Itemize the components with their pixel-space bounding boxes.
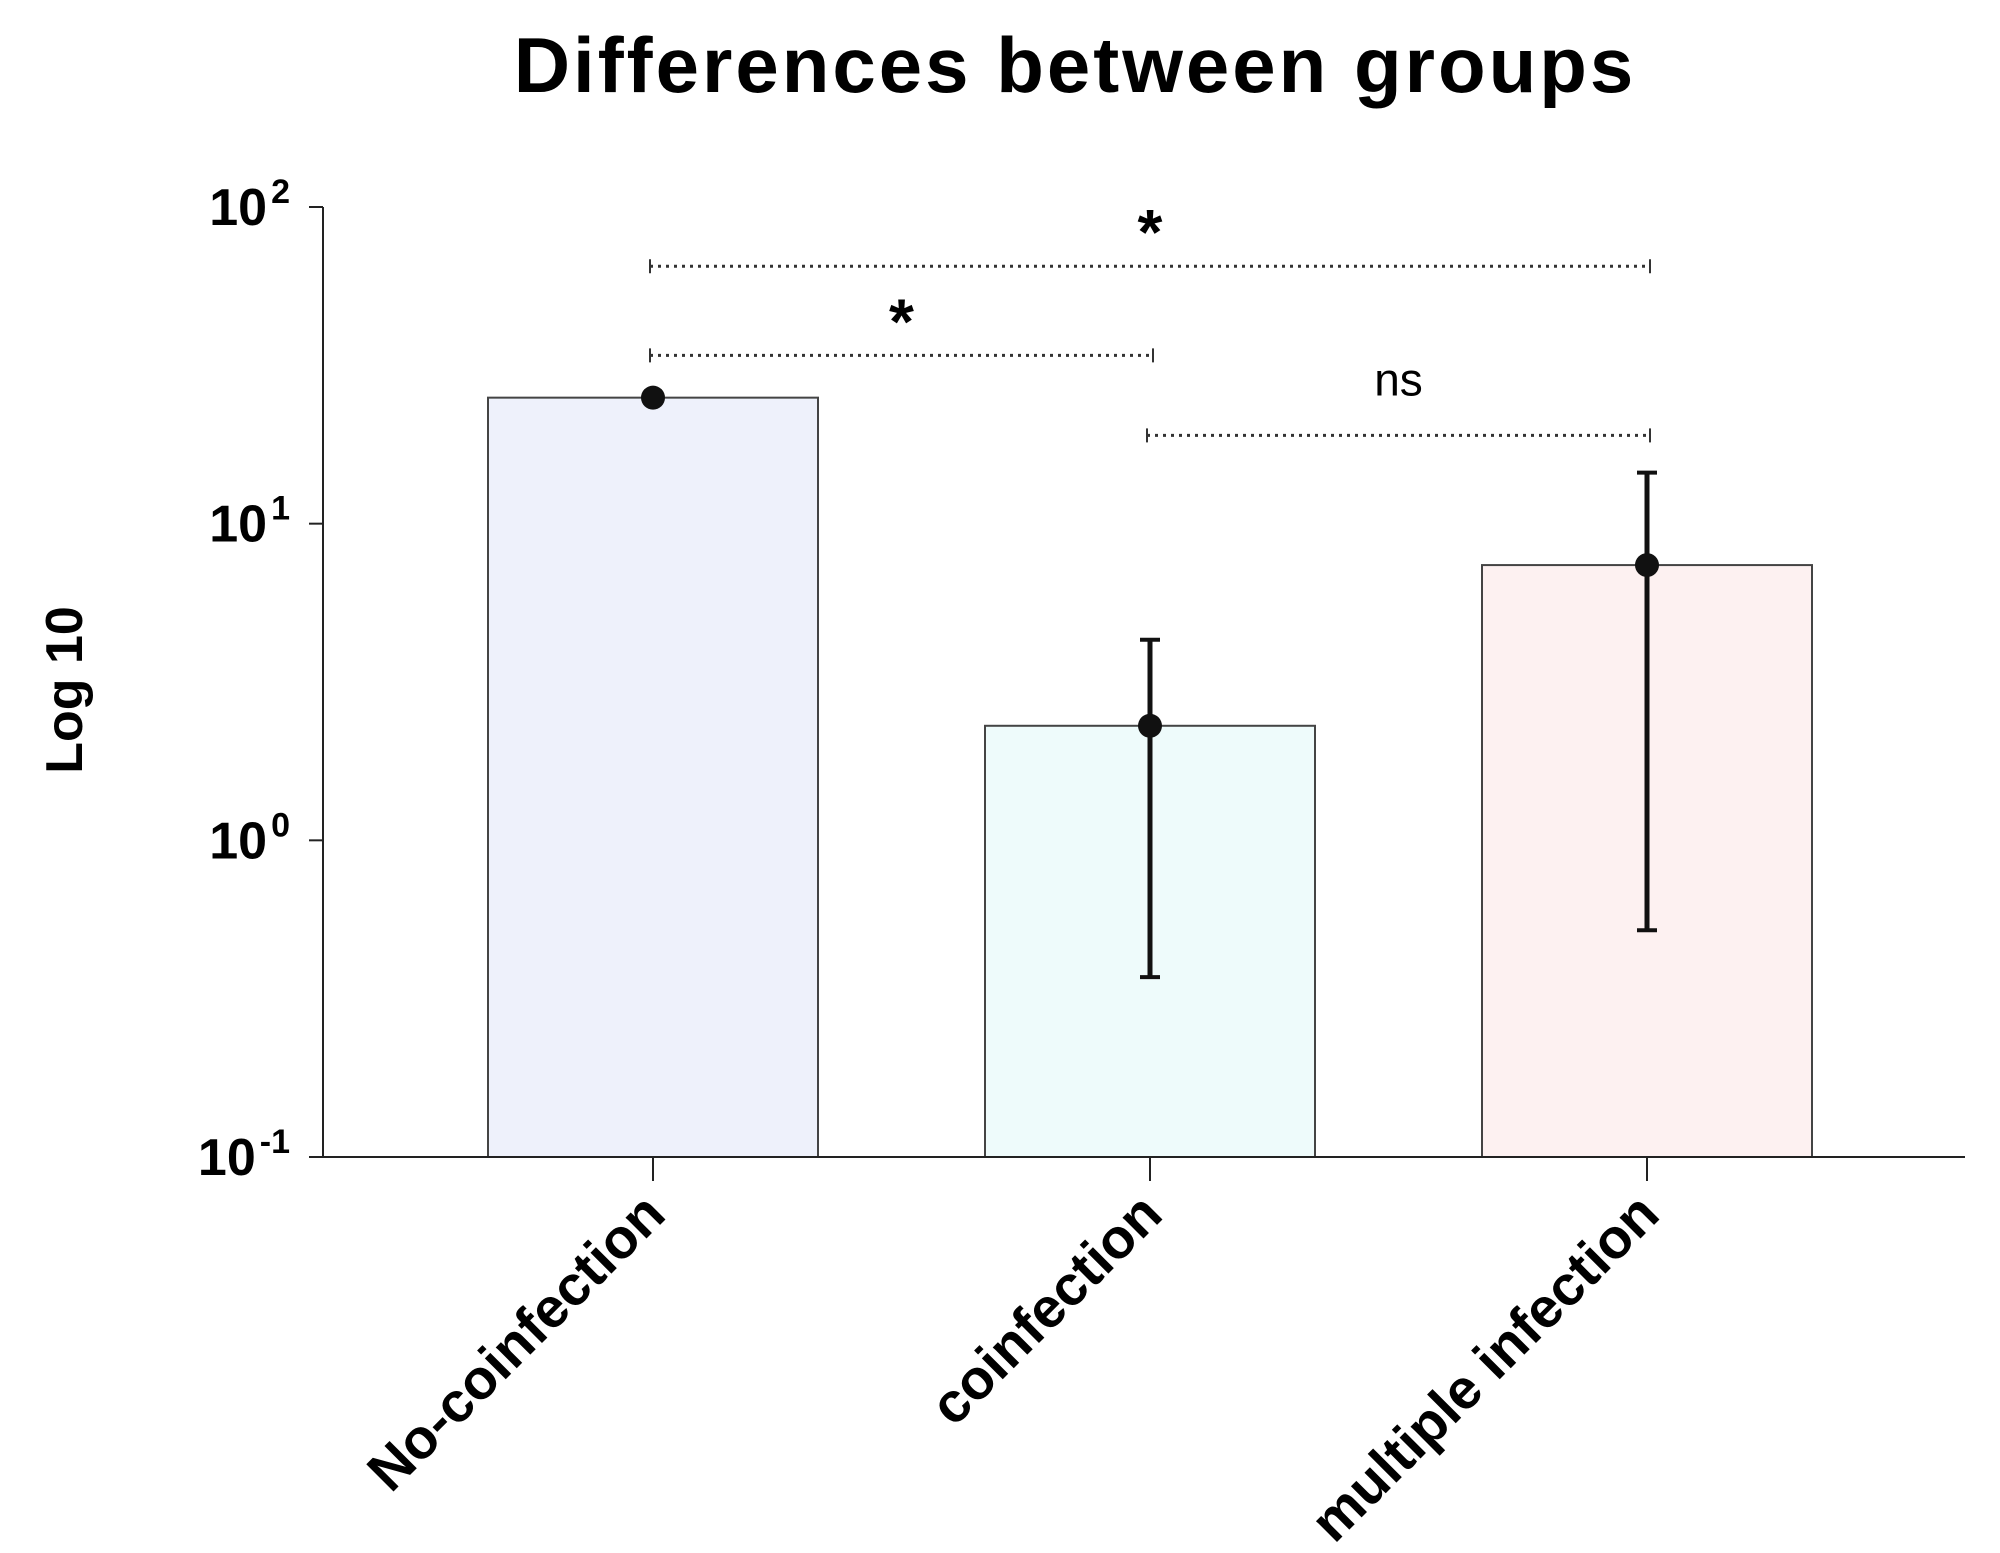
significance-layer: * * ns — [649, 196, 1651, 443]
sig-label-2: ns — [1374, 353, 1423, 405]
sig-label-0: * — [1138, 196, 1163, 268]
y-tick-label-1: 10 0 — [209, 806, 290, 870]
category-label-0: No-coinfection — [355, 1181, 677, 1503]
y-tick-label-2: 10 1 — [209, 490, 290, 554]
bar-0 — [487, 396, 819, 1158]
category-label-1: coinfection — [918, 1181, 1174, 1437]
mean-point-2 — [1635, 553, 1659, 578]
chart-title: Differences between groups — [514, 21, 1637, 109]
y-axis-label: Log 10 — [36, 606, 94, 774]
category-label-2: multiple infection — [1298, 1181, 1670, 1548]
y-tick-label-0: 10 -1 — [198, 1123, 290, 1187]
mean-point-0 — [641, 385, 665, 410]
category-labels-layer: No-coinfection coinfection multiple infect… — [355, 1181, 1671, 1553]
mean-point-1 — [1138, 713, 1162, 738]
y-tick-label-3: 10 2 — [209, 173, 290, 237]
sig-label-1: * — [889, 285, 914, 357]
error-bars-layer — [641, 385, 1659, 980]
